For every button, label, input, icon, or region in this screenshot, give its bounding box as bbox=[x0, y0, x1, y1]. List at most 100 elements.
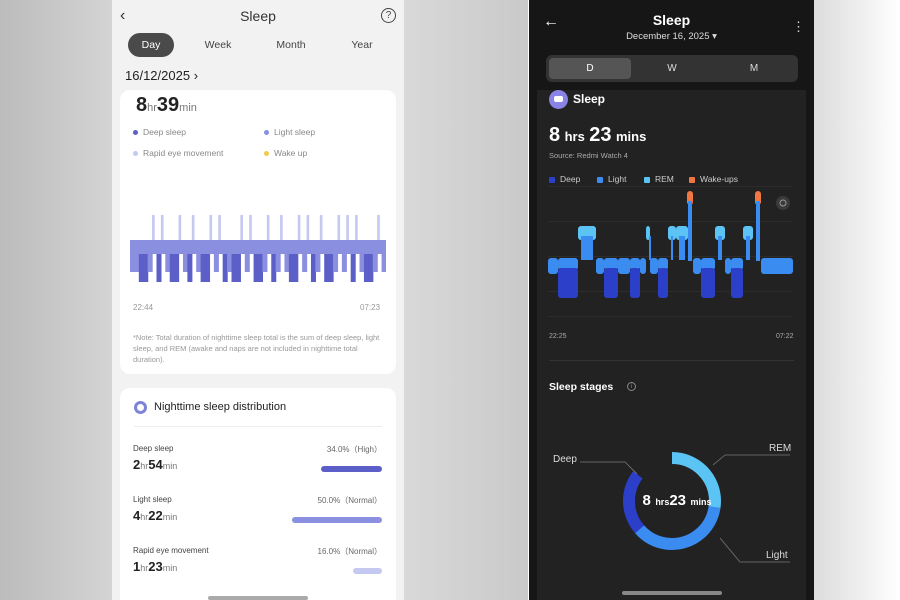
center-minutes: 23 bbox=[669, 492, 687, 509]
segment-month[interactable]: M bbox=[749, 63, 759, 74]
home-indicator[interactable] bbox=[622, 591, 722, 595]
light-sleep-segment bbox=[288, 240, 294, 254]
back-arrow-icon[interactable]: ‹ bbox=[120, 7, 126, 24]
stat-minutes-unit: min bbox=[162, 512, 178, 522]
light-sleep-segment bbox=[381, 240, 386, 272]
light-sleep-segment bbox=[235, 240, 241, 254]
tab-day[interactable]: Day bbox=[128, 33, 174, 57]
tab-year[interactable]: Year bbox=[351, 39, 373, 51]
stat-deep-sleep: Deep sleep 2hr54min 34.0%（High） bbox=[120, 444, 396, 488]
rem-segment bbox=[319, 215, 323, 240]
background-middle bbox=[404, 0, 528, 600]
light-segment bbox=[649, 236, 651, 260]
rem-segment bbox=[249, 215, 252, 240]
light-sleep-segment bbox=[160, 240, 166, 254]
legend-dot bbox=[549, 176, 555, 183]
refresh-icon-glyph bbox=[779, 199, 787, 207]
light-segment bbox=[640, 258, 646, 274]
refresh-icon[interactable] bbox=[776, 196, 790, 210]
chart-end-time: 07:22 bbox=[776, 333, 794, 340]
chart-start-time: 22:25 bbox=[549, 333, 567, 340]
light-sleep-segment bbox=[319, 240, 325, 254]
stat-hours: 1 bbox=[133, 559, 141, 574]
light-segment bbox=[658, 258, 668, 270]
tab-week[interactable]: Week bbox=[204, 39, 232, 51]
legend-label: REM bbox=[655, 174, 674, 184]
light-sleep-segment bbox=[209, 240, 215, 254]
more-options-icon[interactable]: ⋮ bbox=[792, 19, 805, 34]
light-segment bbox=[761, 258, 793, 274]
deep-sleep-segment bbox=[328, 254, 334, 282]
legend-label: Wake up bbox=[274, 148, 308, 158]
stat-minutes: 23 bbox=[148, 559, 163, 574]
donut-label-deep: Deep bbox=[553, 454, 577, 465]
stat-label: Rapid eye movement bbox=[133, 546, 209, 555]
light-sleep-segment bbox=[337, 240, 343, 254]
stat-value: 4hr22min bbox=[133, 507, 177, 525]
light-segment bbox=[718, 236, 722, 260]
rem-segment bbox=[377, 215, 380, 240]
deep-sleep-segment bbox=[200, 254, 206, 282]
rem-segment bbox=[743, 226, 753, 240]
deep-sleep-segment bbox=[156, 254, 162, 282]
legend-wake-ups: Wake-ups bbox=[689, 174, 738, 184]
light-sleep-segment bbox=[346, 240, 352, 254]
deep-segment bbox=[731, 268, 743, 298]
duration-minutes-unit: mins bbox=[615, 129, 647, 144]
duration-minutes-unit: min bbox=[179, 102, 197, 114]
deep-sleep-segment bbox=[324, 254, 330, 282]
light-sleep-segment bbox=[182, 240, 188, 272]
donut-rem-segment bbox=[623, 452, 721, 550]
date-dropdown[interactable]: December 16, 2025 ▾ bbox=[626, 31, 717, 42]
light-segment bbox=[630, 258, 640, 270]
light-segment bbox=[746, 236, 750, 260]
back-arrow-icon[interactable]: ← bbox=[543, 13, 559, 30]
light-sleep-segment bbox=[310, 240, 316, 254]
left-phone-screen: ‹ Sleep ? Day Week Month Year 16/12/2025… bbox=[112, 0, 404, 600]
home-indicator[interactable] bbox=[208, 596, 308, 600]
deep-segment bbox=[558, 268, 578, 298]
deep-sleep-segment bbox=[350, 254, 356, 282]
sleep-duration: 8hr39min bbox=[136, 94, 197, 117]
duration-minutes: 23 bbox=[589, 124, 612, 146]
stat-percent: 50.0%（Normal） bbox=[317, 496, 382, 505]
info-icon[interactable]: i bbox=[627, 382, 636, 391]
deep-sleep-segment bbox=[310, 254, 316, 282]
rem-segment bbox=[297, 215, 301, 240]
deep-sleep-segment bbox=[169, 254, 175, 282]
rem-segment bbox=[209, 215, 213, 240]
legend-dot bbox=[264, 130, 269, 136]
light-segment bbox=[548, 258, 558, 274]
light-sleep-segment bbox=[244, 240, 250, 272]
stat-bar bbox=[292, 517, 382, 523]
rem-segment bbox=[218, 215, 221, 240]
light-sleep-segment bbox=[213, 240, 219, 272]
light-sleep-segment bbox=[191, 240, 197, 254]
stat-rem: Rapid eye movement 1hr23min 16.0%（Normal… bbox=[120, 546, 396, 590]
legend-label: Deep bbox=[560, 174, 581, 184]
distribution-title: Nighttime sleep distribution bbox=[154, 401, 287, 413]
date-selector[interactable]: 16/12/2025 › bbox=[125, 68, 198, 83]
donut-label-rem: REM bbox=[769, 443, 792, 454]
deep-sleep-segment bbox=[253, 254, 259, 282]
light-sleep-segment bbox=[315, 240, 321, 272]
segment-week[interactable]: W bbox=[667, 63, 677, 74]
light-sleep-segment bbox=[196, 240, 202, 272]
stat-value: 1hr23min bbox=[133, 558, 177, 576]
light-sleep-segment bbox=[377, 240, 383, 254]
tab-month[interactable]: Month bbox=[276, 39, 306, 51]
light-sleep-segment bbox=[227, 240, 233, 272]
rem-segment bbox=[266, 215, 270, 240]
stat-light-sleep: Light sleep 4hr22min 50.0%（Normal） bbox=[120, 495, 396, 539]
duration-note: *Note: Total duration of nighttime sleep… bbox=[133, 333, 380, 364]
donut-label-light: Light bbox=[766, 550, 788, 561]
light-segment bbox=[671, 236, 673, 260]
deep-sleep-segment bbox=[187, 254, 193, 282]
light-sleep-segment bbox=[306, 240, 312, 254]
chevron-right-icon: › bbox=[193, 68, 199, 83]
light-sleep-segment bbox=[266, 240, 272, 254]
segment-day[interactable]: D bbox=[549, 58, 631, 79]
stat-hours-unit: hr bbox=[140, 563, 149, 573]
help-icon[interactable]: ? bbox=[381, 8, 396, 23]
light-sleep-segment bbox=[333, 240, 339, 272]
